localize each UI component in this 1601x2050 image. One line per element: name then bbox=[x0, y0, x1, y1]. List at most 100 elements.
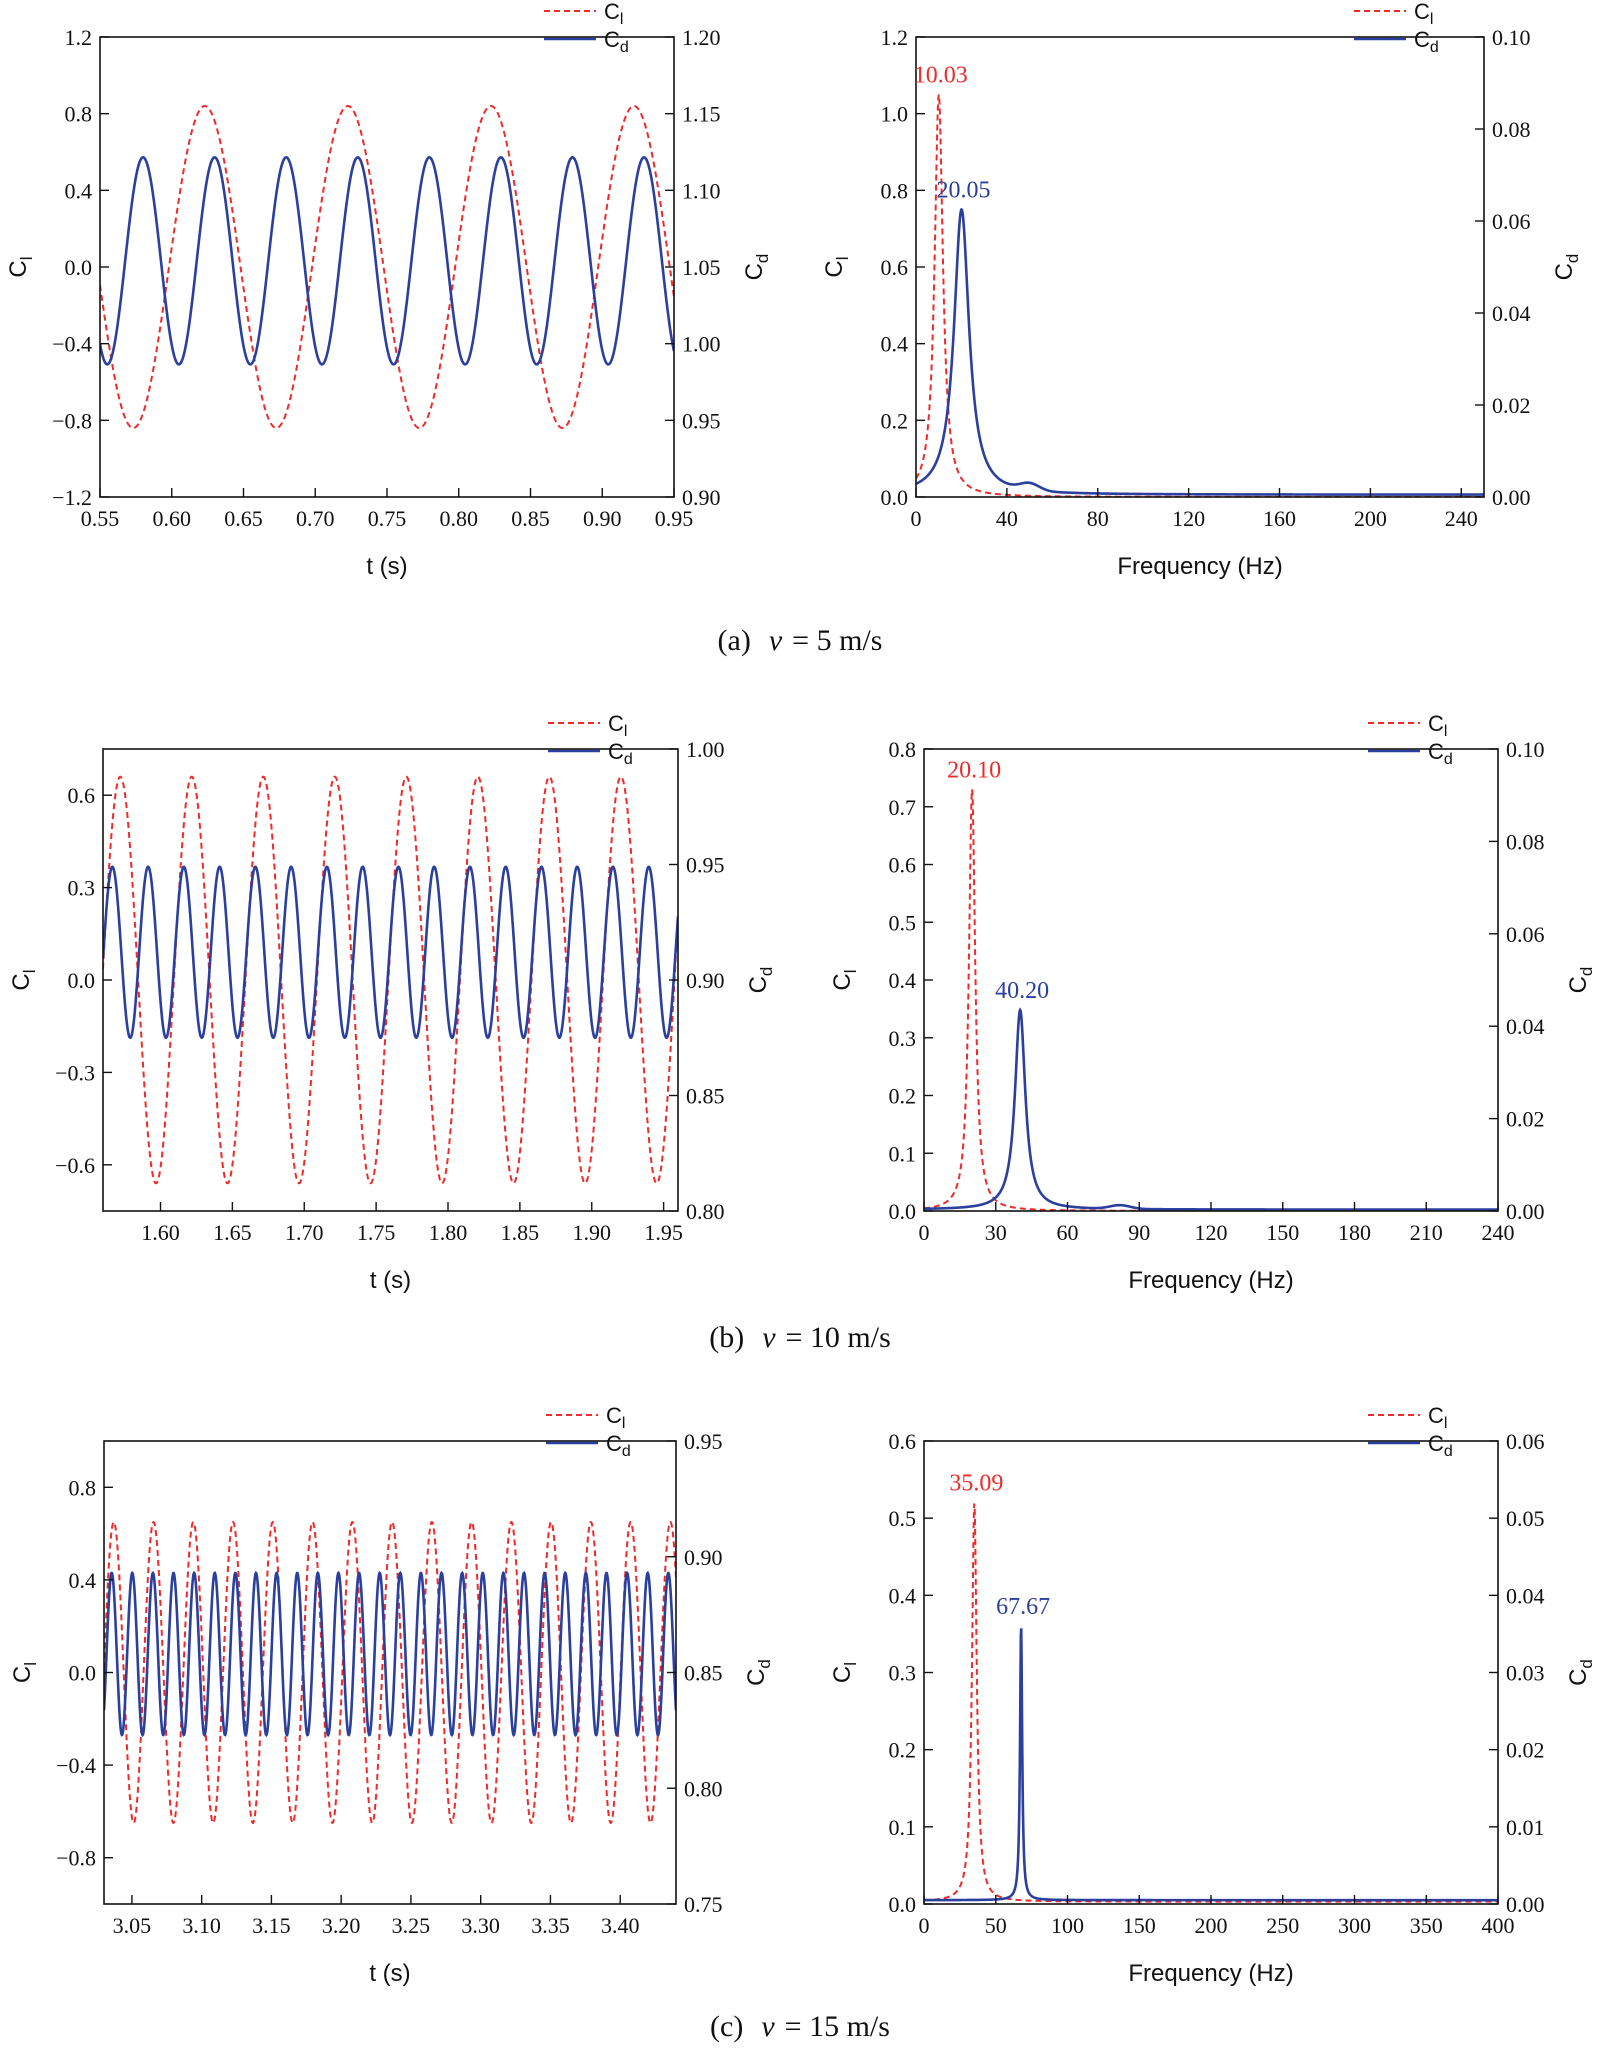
y-left-axis-label-main: C bbox=[829, 1666, 856, 1683]
y-left-axis-label: Cl bbox=[8, 969, 39, 990]
y-right-tick-label: 0.95 bbox=[684, 1429, 723, 1454]
series-line-cd bbox=[100, 156, 674, 366]
y-right-axis-label-sub: d bbox=[755, 1659, 774, 1668]
legend-label-main: C bbox=[1428, 1403, 1444, 1428]
caption-label: (b) bbox=[709, 1321, 744, 1354]
y-left-tick-label: 0.1 bbox=[889, 1141, 917, 1166]
x-tick-label: 300 bbox=[1338, 1913, 1371, 1938]
x-tick-label: 0 bbox=[919, 1220, 930, 1245]
y-left-axis-label-main: C bbox=[829, 973, 856, 990]
y-left-tick-label: 0.0 bbox=[889, 1199, 917, 1224]
x-tick-label: 0.95 bbox=[655, 506, 694, 531]
y-left-tick-label: 0.0 bbox=[69, 1661, 97, 1686]
figure-caption: (c) v = 15 m/s bbox=[710, 2010, 890, 2043]
legend-label-main: C bbox=[1414, 27, 1430, 52]
y-left-tick-label: −0.4 bbox=[56, 1753, 96, 1778]
peak-label-cl: 20.10 bbox=[947, 757, 1001, 783]
legend-label-main: C bbox=[1428, 711, 1444, 736]
x-tick-label: 3.35 bbox=[531, 1913, 570, 1938]
caption-label: (a) bbox=[718, 624, 751, 657]
x-tick-label: 30 bbox=[985, 1220, 1007, 1245]
y-right-tick-label: 0.04 bbox=[1492, 301, 1531, 326]
y-right-tick-label: 0.06 bbox=[1506, 1429, 1545, 1454]
chart-panel-5: 3.05 3.10 3.15 3.20 3.25 3.30 3.35 3.40 −0.8 −0.4… bbox=[9, 1403, 774, 1987]
y-right-tick-label: 0.85 bbox=[684, 1661, 723, 1686]
y-right-tick-label: 0.90 bbox=[684, 1545, 723, 1570]
y-left-axis-label-sub: l bbox=[20, 969, 39, 973]
caption-variable: v bbox=[761, 2010, 775, 2043]
chart-panel-6: 0 50 100 150 200 250 300 350 400 0.0 0.1 0.2 0.3 0.4 0… bbox=[829, 1403, 1596, 1987]
series-line-cl bbox=[104, 1520, 676, 1825]
x-tick-label: 200 bbox=[1354, 506, 1387, 531]
y-right-tick-label: 0.06 bbox=[1492, 209, 1531, 234]
x-tick-label: 0.80 bbox=[440, 506, 479, 531]
caption-variable: v bbox=[762, 1321, 776, 1354]
peak-label-cd: 40.20 bbox=[995, 978, 1049, 1004]
legend-label: Cd bbox=[1428, 739, 1453, 768]
y-right-tick-label: 0.00 bbox=[1506, 1892, 1545, 1917]
legend-label-sub: l bbox=[624, 723, 628, 740]
figure-caption: (a) v = 5 m/s bbox=[718, 624, 883, 657]
y-left-axis-label: Cl bbox=[9, 1662, 40, 1683]
x-tick-label: 0.70 bbox=[296, 506, 335, 531]
legend-label: Cd bbox=[1428, 1431, 1453, 1460]
y-right-axis-label-sub: d bbox=[1577, 1659, 1596, 1668]
legend-label-sub: d bbox=[622, 1443, 631, 1460]
y-left-tick-label: 0.1 bbox=[889, 1815, 917, 1840]
x-tick-label: 1.95 bbox=[644, 1220, 683, 1245]
legend-label-sub: l bbox=[622, 1415, 626, 1432]
y-right-tick-label: 0.80 bbox=[686, 1199, 725, 1224]
y-right-tick-label: 0.02 bbox=[1506, 1738, 1545, 1763]
y-left-tick-label: 0.4 bbox=[881, 332, 909, 357]
x-tick-label: 120 bbox=[1195, 1220, 1228, 1245]
x-tick-label: 160 bbox=[1263, 506, 1296, 531]
y-right-tick-label: 1.00 bbox=[686, 737, 725, 762]
x-tick-label: 3.30 bbox=[461, 1913, 500, 1938]
y-right-tick-label: 0.03 bbox=[1506, 1661, 1545, 1686]
y-left-tick-label: 0.8 bbox=[65, 102, 93, 127]
y-left-axis-label-sub: l bbox=[841, 969, 860, 973]
plot-frame bbox=[99, 36, 675, 498]
legend-label-sub: l bbox=[1430, 11, 1434, 28]
x-tick-label: 3.25 bbox=[392, 1913, 431, 1938]
legend-label: Cl bbox=[606, 1403, 625, 1432]
legend-label-sub: d bbox=[620, 39, 629, 56]
plot-frame bbox=[923, 1440, 1499, 1905]
legend-label: Cd bbox=[604, 27, 629, 56]
y-right-tick-label: 0.95 bbox=[686, 853, 725, 878]
y-right-axis-label-main: C bbox=[1565, 1669, 1592, 1686]
caption-value: = 5 m/s bbox=[792, 624, 882, 657]
y-left-tick-label: 0.6 bbox=[889, 853, 917, 878]
y-left-tick-label: 0.0 bbox=[65, 255, 93, 280]
y-left-axis-label-sub: l bbox=[833, 256, 852, 260]
x-tick-label: 350 bbox=[1410, 1913, 1443, 1938]
plot-frame bbox=[103, 1440, 677, 1905]
peak-label-cd: 67.67 bbox=[996, 1594, 1050, 1620]
legend-label: Cl bbox=[1428, 1403, 1447, 1432]
y-right-tick-label: 0.00 bbox=[1492, 485, 1531, 510]
legend-label-main: C bbox=[1428, 739, 1444, 764]
y-right-tick-label: 0.95 bbox=[682, 408, 721, 433]
y-left-tick-label: 0.0 bbox=[68, 968, 96, 993]
x-tick-label: 120 bbox=[1172, 506, 1205, 531]
x-tick-label: 1.90 bbox=[573, 1220, 612, 1245]
peak-label-cl: 10.03 bbox=[914, 63, 968, 89]
y-right-tick-label: 0.06 bbox=[1506, 922, 1545, 947]
peak-label-cl: 35.09 bbox=[949, 1471, 1003, 1497]
series-line-cl bbox=[924, 1503, 1498, 1903]
series-line-cl bbox=[103, 775, 678, 1185]
legend-label: Cl bbox=[1428, 711, 1447, 740]
y-left-tick-label: 0.4 bbox=[65, 178, 93, 203]
y-right-tick-label: 1.05 bbox=[682, 255, 721, 280]
legend-label-main: C bbox=[608, 739, 624, 764]
y-right-axis-label-main: C bbox=[745, 976, 772, 993]
x-tick-label: 150 bbox=[1266, 1220, 1299, 1245]
y-right-tick-label: 0.90 bbox=[686, 968, 725, 993]
caption-value: = 15 m/s bbox=[785, 2010, 890, 2043]
x-tick-label: 60 bbox=[1057, 1220, 1079, 1245]
captions: (a) v = 5 m/s (b) v = 10 m/s (c) v = 15 m/s bbox=[709, 624, 891, 2043]
